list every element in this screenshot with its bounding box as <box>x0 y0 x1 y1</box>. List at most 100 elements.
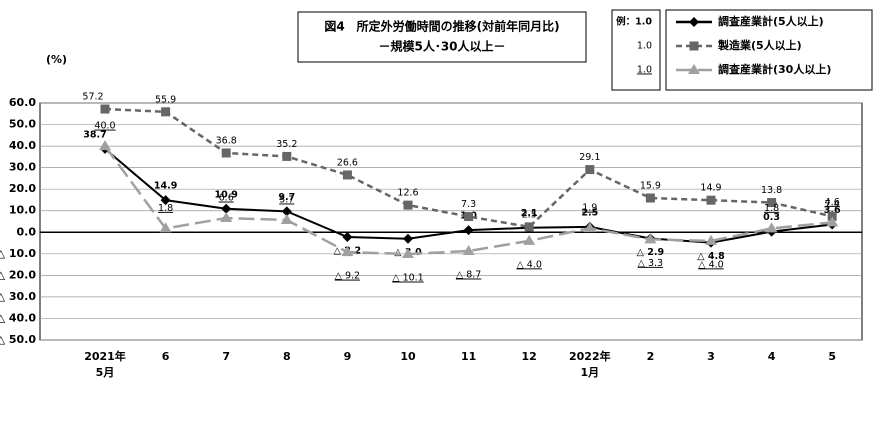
marker <box>99 140 111 151</box>
data-label: △ 4.8 <box>697 251 725 262</box>
x-tick-label: 8 <box>283 350 291 363</box>
x-tick-label: 12 <box>522 350 537 363</box>
data-label: 55.9 <box>155 94 176 105</box>
marker <box>827 211 837 221</box>
x-tick-label: 2 <box>647 350 655 363</box>
marker <box>403 233 413 244</box>
data-label: 15.9 <box>640 181 661 192</box>
data-label: 40.0 <box>94 121 115 132</box>
x-tick-label: 7 <box>222 350 230 363</box>
y-tick-label: △ 40.0 <box>0 311 36 324</box>
x-tick-label: 3 <box>707 350 715 363</box>
marker <box>462 245 475 256</box>
x-tick-label: 2022年 1月 <box>569 349 611 379</box>
data-label: △ 3.3 <box>638 258 663 269</box>
x-tick-label: 11 <box>461 350 476 363</box>
marker <box>221 203 232 214</box>
data-label: 1.9 <box>582 203 597 214</box>
data-label: 5.7 <box>279 194 294 205</box>
marker <box>160 195 171 206</box>
y-tick-label: 60.0 <box>9 96 36 109</box>
data-label: 0.3 <box>763 212 780 223</box>
legend-marker <box>689 41 699 51</box>
marker <box>705 234 717 245</box>
data-label: 36.8 <box>216 135 237 146</box>
data-label: 3.6 <box>824 205 841 216</box>
marker <box>402 248 414 259</box>
data-label: 7.3 <box>461 199 476 210</box>
data-label: 4.6 <box>825 197 840 208</box>
marker <box>644 233 657 244</box>
x-tick-label: 2021年 5月 <box>84 349 126 379</box>
chart-title: 図4 所定外労働時間の推移(対前年同月比) <box>324 19 559 34</box>
marker <box>585 165 595 175</box>
y-tick-label: 10.0 <box>9 204 36 217</box>
legend-example-box <box>611 9 661 91</box>
marker <box>765 222 778 233</box>
legend-label: 調査産業計(30人以上) <box>718 62 831 76</box>
legend-example: 1.0 <box>637 41 652 52</box>
data-label: 1.8 <box>158 203 173 214</box>
data-label: 7.4 <box>825 199 840 210</box>
marker <box>280 213 293 224</box>
data-label: 14.9 <box>700 183 721 194</box>
y-tick-label: 30.0 <box>9 161 36 174</box>
x-tick-label: 10 <box>400 350 416 363</box>
marker <box>706 195 716 205</box>
y-axis-label: (%) <box>46 53 67 66</box>
marker <box>282 151 292 161</box>
data-label: 9.7 <box>278 192 295 203</box>
y-tick-label: △ 50.0 <box>0 333 36 346</box>
marker <box>341 246 354 257</box>
marker <box>524 222 534 232</box>
data-label: 12.6 <box>397 188 418 199</box>
data-label: 26.6 <box>337 157 358 168</box>
y-tick-label: △ 20.0 <box>0 268 36 281</box>
data-label: △ 10.1 <box>392 273 423 284</box>
data-label: 2.5 <box>581 207 598 218</box>
data-label: 35.2 <box>276 139 297 150</box>
legend-example: 例：1.0 <box>616 16 652 28</box>
y-tick-label: △ 30.0 <box>0 290 36 303</box>
data-label: △ 4.0 <box>516 259 541 270</box>
data-label: 38.7 <box>83 129 106 140</box>
x-tick-label: 5 <box>828 350 836 363</box>
marker <box>464 212 474 222</box>
marker <box>220 212 233 223</box>
data-label: △ 2.9 <box>637 247 664 258</box>
data-label: △ 9.2 <box>335 271 360 282</box>
data-label: 6.6 <box>219 193 234 204</box>
marker <box>523 234 536 245</box>
marker <box>161 107 171 117</box>
data-label: 2.5 <box>522 209 537 220</box>
y-tick-label: 40.0 <box>9 139 36 152</box>
marker <box>645 193 655 203</box>
marker <box>342 232 353 243</box>
marker <box>767 198 777 208</box>
legend-marker <box>688 64 700 74</box>
x-tick-label: 9 <box>344 350 352 363</box>
data-label: 2.1 <box>521 208 538 219</box>
data-label: △ 8.7 <box>456 270 481 281</box>
marker <box>100 104 110 114</box>
legend-example: 1.0 <box>637 65 652 76</box>
marker <box>403 200 413 210</box>
data-label: △ 4.0 <box>698 259 723 270</box>
legend-label: 製造業(5人以上) <box>717 38 802 52</box>
data-label: 57.2 <box>82 92 103 103</box>
legend-label: 調査産業計(5人以上) <box>718 14 824 28</box>
plot-frame <box>39 102 863 341</box>
marker <box>583 222 596 233</box>
y-tick-label: 0.0 <box>17 225 37 238</box>
data-label: 10.9 <box>214 189 237 200</box>
y-tick-label: 20.0 <box>9 182 36 195</box>
data-label: 13.8 <box>761 185 782 196</box>
legend-box <box>665 9 873 91</box>
y-tick-label: △ 10.0 <box>0 247 36 260</box>
data-label: 29.1 <box>579 152 600 163</box>
marker <box>826 216 839 227</box>
marker <box>281 206 292 217</box>
data-label: 1.8 <box>764 203 779 214</box>
x-tick-label: 4 <box>768 350 776 363</box>
